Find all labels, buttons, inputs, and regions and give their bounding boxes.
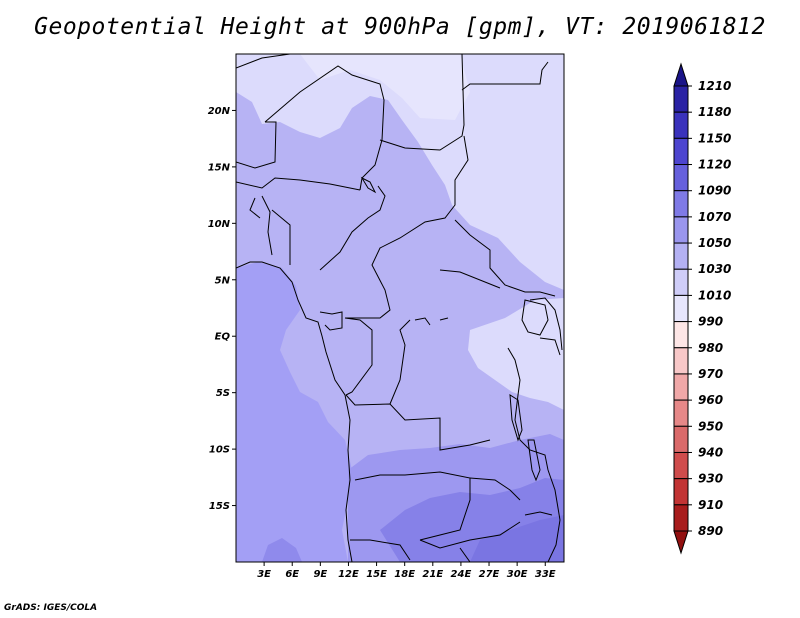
colorbar-box bbox=[673, 294, 689, 323]
colorbar-label: 950 bbox=[698, 419, 723, 433]
lon-tick-label: 24E bbox=[451, 569, 472, 580]
colorbar-box bbox=[673, 425, 689, 453]
lon-tick-label: 30E bbox=[507, 569, 528, 580]
colorbar-box bbox=[673, 242, 689, 270]
colorbar-label: 990 bbox=[698, 315, 723, 329]
lat-tick-label: 10N bbox=[208, 219, 231, 230]
colorbar-box bbox=[673, 111, 689, 139]
colorbar-label: 980 bbox=[698, 341, 723, 355]
lon-tick-label: 33E bbox=[535, 569, 556, 580]
colorbar-label: 1120 bbox=[698, 158, 731, 172]
field-light-east bbox=[468, 298, 564, 410]
colorbar-cap-top bbox=[673, 62, 689, 87]
lon-tick-label: 15E bbox=[366, 569, 387, 580]
lon-tick-label: 12E bbox=[338, 569, 359, 580]
colorbar-label: 970 bbox=[698, 367, 723, 381]
field-ocean bbox=[236, 262, 352, 562]
lon-tick-label: 6E bbox=[285, 569, 299, 580]
colorbar-label: 1030 bbox=[698, 262, 731, 276]
colorbar-box bbox=[673, 164, 689, 192]
colorbar-box bbox=[673, 137, 689, 166]
lon-tick-label: 9E bbox=[313, 569, 327, 580]
field-light-sahara bbox=[300, 54, 470, 120]
colorbar-box bbox=[673, 347, 689, 375]
colorbar-box bbox=[673, 504, 689, 532]
lat-tick-label: 5N bbox=[215, 275, 231, 286]
colorbar-label: 1180 bbox=[698, 105, 731, 119]
lon-tick-label: 3E bbox=[257, 569, 271, 580]
colorbar-box bbox=[673, 85, 689, 113]
lon-tick-label: 27E bbox=[479, 569, 500, 580]
colorbar-cap-bottom bbox=[673, 530, 689, 555]
lat-tick-label: 15S bbox=[209, 501, 230, 512]
colorbar-label: 890 bbox=[698, 524, 723, 538]
lon-tick-label: 18E bbox=[394, 569, 415, 580]
lat-tick-label: 15N bbox=[208, 162, 231, 173]
colorbar-box bbox=[673, 399, 689, 427]
colorbar-box bbox=[673, 373, 689, 401]
colorbar-label: 1150 bbox=[698, 131, 731, 145]
country-borders bbox=[236, 54, 563, 562]
field-sw-patch bbox=[262, 538, 302, 562]
lat-tick-label: 20N bbox=[208, 106, 231, 117]
field-south-3 bbox=[470, 515, 564, 562]
longitude-axis: 3E 6E 9E 12E 15E 18E 21E 24E 27E 30E 33E bbox=[257, 562, 556, 580]
lat-tick-label: 5S bbox=[216, 388, 230, 399]
colorbar: 1210 1180 1150 1120 1090 1070 1050 1030 1010 990 9… bbox=[673, 62, 731, 555]
colorbar-box bbox=[673, 478, 689, 506]
colorbar-label: 1210 bbox=[698, 79, 731, 93]
colorbar-label: 930 bbox=[698, 472, 723, 486]
lat-tick-label: 10S bbox=[209, 445, 230, 456]
colorbar-label: 940 bbox=[698, 445, 723, 459]
lon-tick-label: 21E bbox=[422, 569, 443, 580]
field-light-north bbox=[236, 54, 564, 290]
colorbar-label: 1010 bbox=[698, 288, 731, 302]
colorbar-label: 1090 bbox=[698, 184, 731, 198]
colorbar-box bbox=[673, 190, 689, 218]
colorbar-box bbox=[673, 216, 689, 244]
colorbar-label: 960 bbox=[698, 393, 723, 407]
map-frame bbox=[235, 53, 565, 563]
colorbar-box bbox=[673, 451, 689, 480]
credit-text: GrADS: IGES/COLA bbox=[4, 603, 98, 613]
colorbar-box bbox=[673, 321, 689, 349]
chart-title: Geopotential Height at 900hPa [gpm], VT:… bbox=[34, 14, 766, 40]
colorbar-label: 910 bbox=[698, 498, 723, 512]
lat-tick-label: EQ bbox=[215, 332, 231, 343]
latitude-axis: 20N 15N 10N 5N EQ 5S 10S 15S bbox=[208, 106, 236, 512]
colorbar-label: 1050 bbox=[698, 236, 731, 250]
colorbar-box bbox=[673, 268, 689, 296]
colorbar-label: 1070 bbox=[698, 210, 731, 224]
